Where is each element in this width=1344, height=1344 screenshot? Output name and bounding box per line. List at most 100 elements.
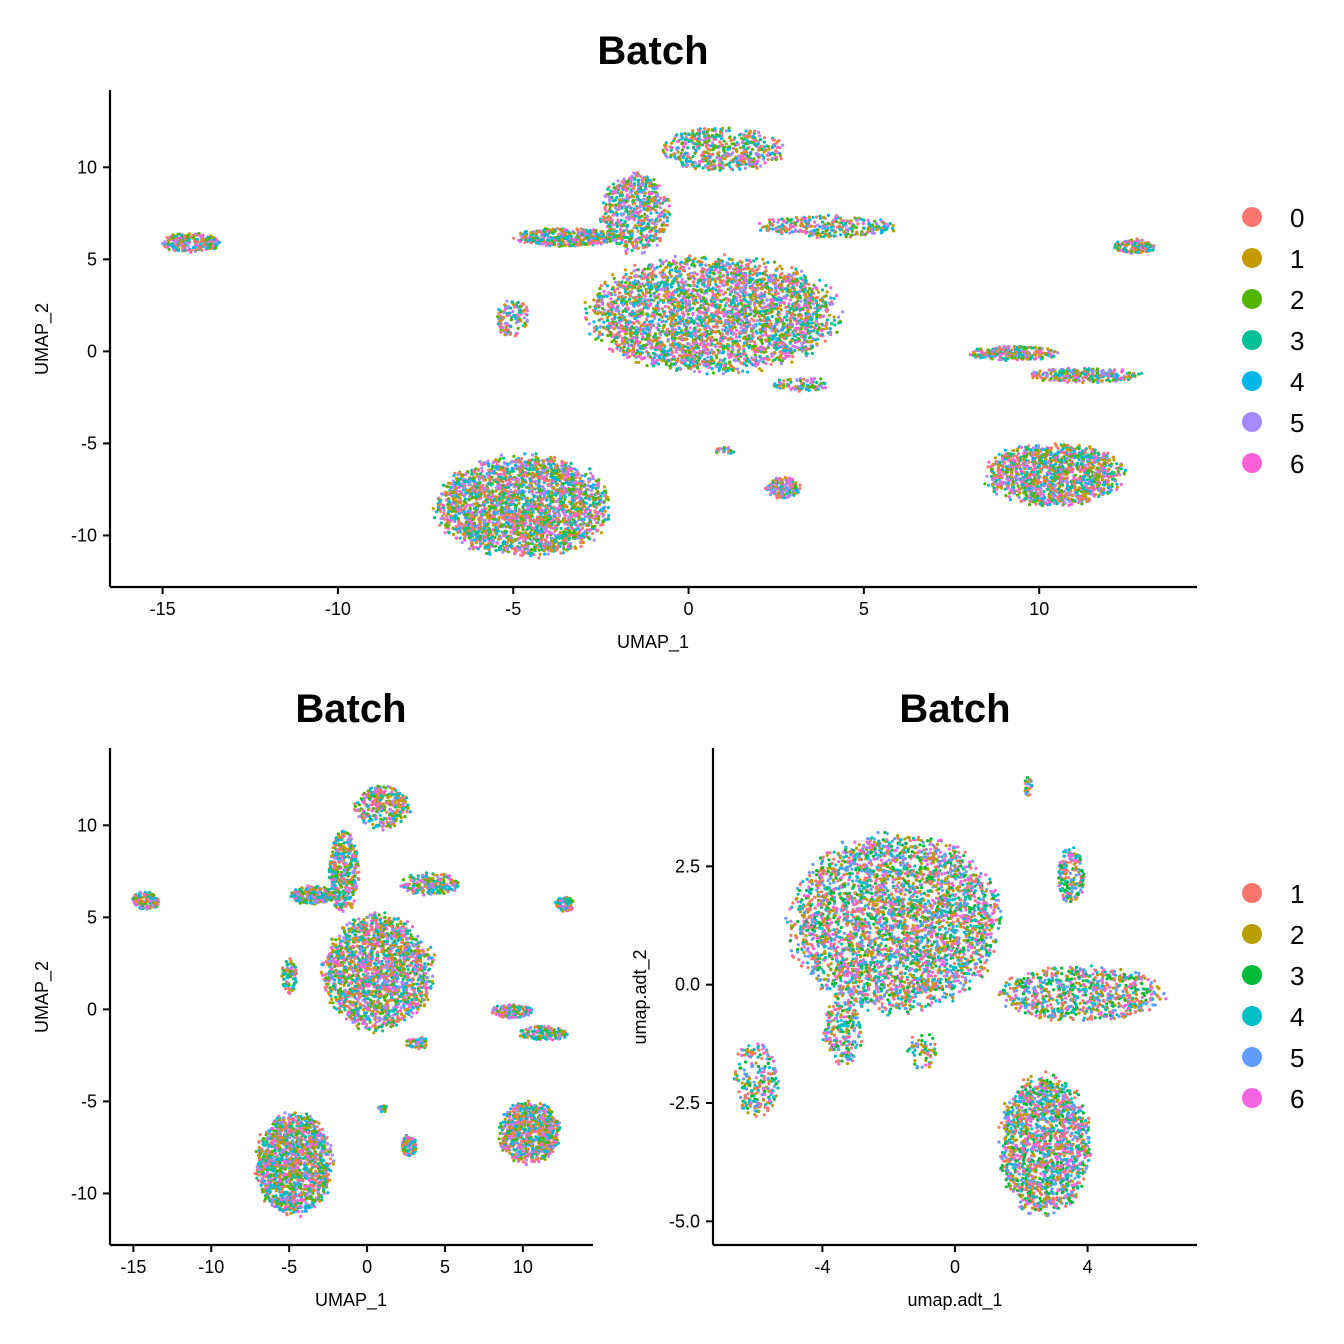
scatter-point [576,235,580,239]
scatter-point [595,241,599,245]
scatter-point [618,318,623,322]
scatter-point [672,306,677,310]
scatter-point [737,317,741,321]
scatter-point [752,129,757,133]
scatter-point [626,179,630,183]
scatter-point [585,236,589,240]
scatter-point [628,294,633,298]
scatter-point [778,350,782,354]
scatter-point [637,321,641,325]
scatter-point [624,281,628,285]
scatter-point [698,336,702,340]
scatter-point [737,331,741,335]
scatter-point [721,126,725,130]
scatter-point [517,238,521,242]
scatter-point [741,369,745,373]
scatter-point [710,152,714,157]
scatter-point [648,208,653,212]
scatter-point [781,143,785,147]
scatter-point [752,157,756,161]
scatter-point [793,345,797,349]
scatter-point [664,275,668,279]
scatter-point [767,147,771,151]
scatter-point [761,324,765,328]
scatter-point [603,194,607,198]
scatter-point [759,164,763,168]
scatter-point [740,312,744,317]
scatter-point [747,334,751,338]
scatter-point [816,223,820,227]
scatter-point [684,327,688,331]
scatter-point [605,294,609,298]
scatter-point [708,275,712,279]
scatter-point [668,268,673,272]
scatter-point [738,146,742,150]
scatter-point [821,323,825,327]
scatter-point [775,307,780,311]
scatter-point [677,326,681,331]
scatter-point [712,159,716,163]
scatter-point [686,312,690,316]
scatter-point [829,296,833,300]
scatter-point [608,333,612,337]
scatter-point [634,295,638,299]
scatter-point [711,315,716,319]
scatter-point [670,321,674,325]
scatter-point [752,138,756,142]
scatter-point [776,344,780,348]
scatter-point [743,160,747,164]
scatter-point [673,262,677,266]
scatter-point [671,259,676,263]
scatter-point [770,314,774,319]
scatter-point [734,273,739,277]
scatter-point [659,280,663,284]
scatter-point [770,145,775,149]
scatter-point [656,284,660,288]
scatter-point [704,143,708,148]
scatter-point [627,297,632,301]
scatter-point [655,265,659,269]
scatter-point [780,359,785,363]
scatter-point [722,253,727,257]
scatter-point [867,229,871,233]
scatter-point [626,291,630,296]
scatter-point [638,210,642,214]
scatter-point [608,292,612,296]
scatter-point [632,343,636,348]
scatter-point [672,345,676,349]
scatter-point [785,318,789,322]
scatter-point [797,305,801,309]
scatter-point [770,325,774,329]
scatter-point [609,325,613,329]
scatter-point [779,307,783,311]
scatter-point [827,234,831,239]
scatter-point [592,298,596,302]
scatter-point [698,349,702,353]
scatter-point [736,357,741,361]
scatter-point [667,305,671,309]
scatter-point [767,343,771,347]
scatter-point [804,332,808,336]
scatter-point [616,179,620,183]
scatter-point [681,152,685,157]
scatter-point [682,163,686,167]
scatter-point [650,313,655,317]
scatter-point [761,309,765,313]
scatter-point [838,319,842,323]
scatter-point [601,229,605,234]
scatter-point [741,344,746,348]
scatter-point [657,293,661,297]
scatter-point [599,284,603,288]
scatter-point [623,268,628,272]
scatter-point [645,318,649,322]
scatter-point [680,137,684,141]
scatter-point [693,332,697,336]
scatter-point [864,232,868,236]
scatter-point [635,325,639,329]
scatter-point [603,208,607,212]
scatter-point [744,141,748,146]
scatter-point [778,264,782,268]
scatter-point [730,350,734,354]
scatter-point [611,320,615,324]
scatter-point [768,288,772,292]
